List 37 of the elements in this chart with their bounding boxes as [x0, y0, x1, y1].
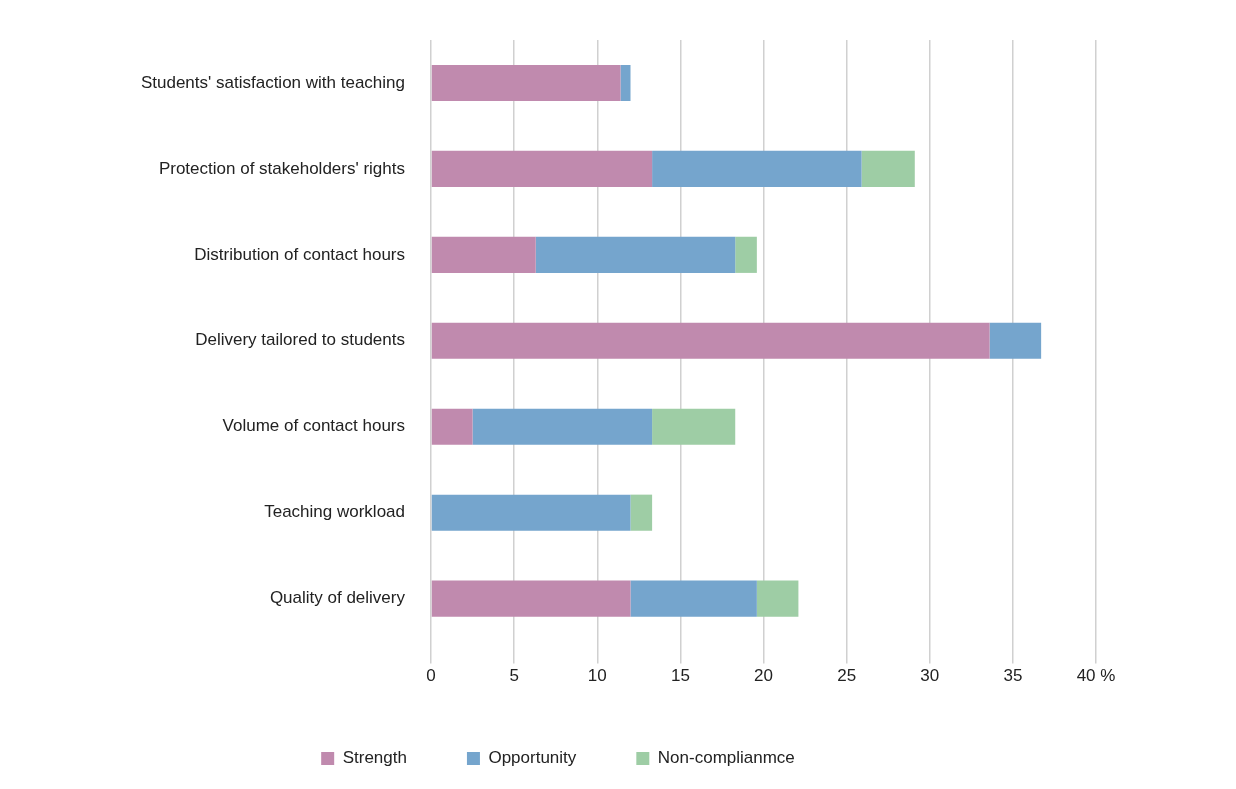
legend-label: Opportunity [488, 748, 577, 768]
bar [431, 408, 473, 445]
bar [535, 236, 736, 273]
bar [431, 580, 631, 617]
bar [620, 64, 631, 102]
y-tick-label: Delivery tailored to students [195, 330, 405, 350]
legend-label: Non-complianmce [657, 748, 795, 768]
bar [989, 322, 1042, 359]
x-tick-label: 5 [509, 666, 519, 686]
bar [472, 408, 653, 445]
y-tick-label: Distribution of contact hours [194, 244, 405, 264]
bar [861, 150, 915, 187]
y-tick-label: Students' satisfaction with teaching [140, 72, 405, 92]
x-tick-label: 35 [1003, 666, 1023, 686]
x-tick-label: 40 % [1076, 666, 1116, 686]
x-tick-label: 20 [754, 666, 773, 686]
bar [431, 322, 990, 359]
x-tick-label: 10 [587, 666, 607, 686]
bar [630, 494, 653, 531]
x-tick-label: 30 [920, 666, 940, 686]
x-tick-label: 25 [837, 666, 857, 686]
legend-label: Strength [342, 748, 407, 768]
bar [756, 580, 799, 617]
bar [652, 150, 862, 187]
bar [652, 408, 736, 445]
x-tick-label: 0 [426, 666, 436, 686]
y-tick-label: Volume of contact hours [222, 416, 405, 436]
bar [630, 580, 757, 617]
y-tick-label: Teaching workload [264, 502, 405, 522]
y-tick-label: Quality of delivery [269, 588, 406, 608]
bar [431, 64, 621, 102]
bar [735, 236, 757, 273]
x-tick-label: 15 [670, 666, 690, 686]
bar [431, 236, 536, 273]
bar [431, 494, 631, 531]
bar [431, 150, 653, 187]
y-tick-label: Protection of stakeholders' rights [158, 158, 405, 178]
